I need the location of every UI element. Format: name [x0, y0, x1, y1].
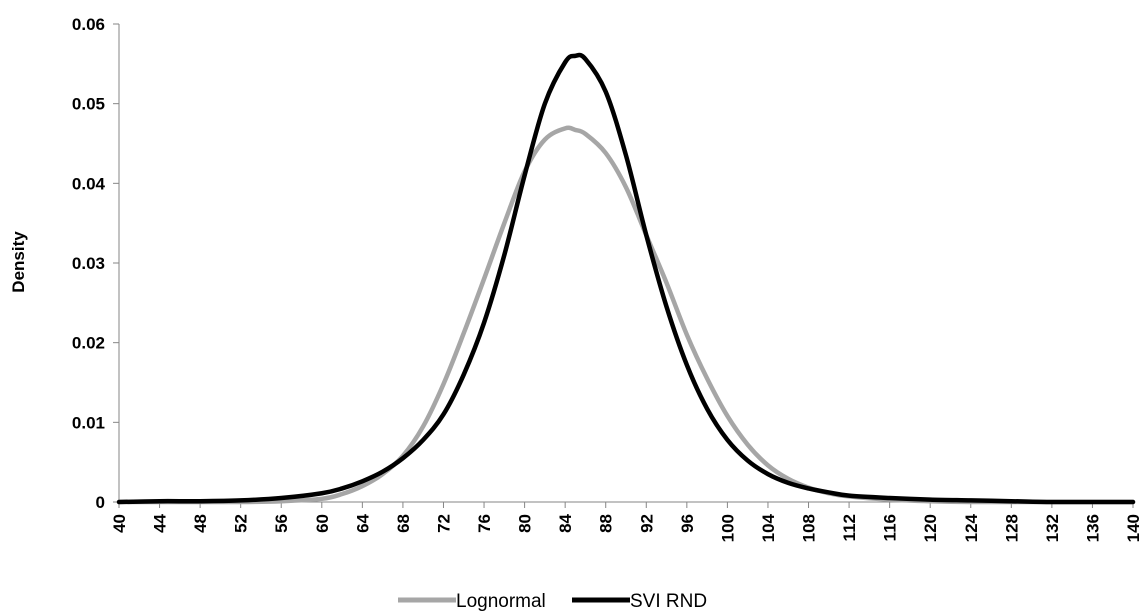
legend-label-svi-rnd: SVI RND [630, 591, 707, 612]
x-tick-label-group: 56 [272, 514, 291, 533]
x-tick-label-group: 40 [110, 514, 129, 533]
legend-label-lognormal: Lognormal [456, 591, 546, 612]
y-tick-label: 0.01 [72, 413, 105, 432]
legend: Lognormal SVI RND [398, 591, 707, 612]
x-tick-label-group: 96 [678, 514, 697, 533]
x-tick-label: 52 [232, 514, 251, 533]
x-tick-label: 116 [881, 514, 900, 541]
x-tick-label-group: 64 [353, 513, 372, 532]
x-tick-label: 100 [718, 514, 737, 542]
x-tick-label: 88 [597, 514, 616, 533]
axes [118, 24, 1133, 503]
x-tick-label: 72 [434, 514, 453, 533]
x-tick-label: 120 [921, 514, 940, 542]
x-tick-label-group: 108 [800, 514, 819, 542]
x-tick-labels: 40 44 48 52 56 60 64 68 72 76 80 84 88 92 96 100 104 108 1… [110, 502, 1143, 542]
x-tick-label-group: 76 [475, 514, 494, 533]
x-tick-label-group: 136 [1083, 514, 1102, 542]
x-tick-label: 84 [556, 513, 575, 532]
y-axis-title: Density [9, 231, 28, 293]
x-tick-label-group: 140 [1124, 514, 1143, 542]
x-tick-label: 140 [1124, 514, 1143, 542]
series-lines [116, 52, 1136, 505]
x-tick-label: 68 [394, 514, 413, 533]
series-line-svi-rnd [116, 52, 1136, 505]
y-tick-label: 0.06 [72, 15, 105, 34]
x-tick-label: 96 [678, 514, 697, 533]
x-tick-label-group: 84 [556, 513, 575, 532]
y-axis-title-group: Density [9, 231, 28, 293]
x-tick-label-group: 44 [151, 513, 170, 532]
x-tick-label: 132 [1043, 514, 1062, 542]
y-tick-label: 0.02 [72, 334, 105, 353]
x-tick-label-group: 100 [718, 514, 737, 542]
x-tick-label-group: 92 [637, 514, 656, 533]
y-tick-label: 0.05 [72, 95, 105, 114]
x-tick-label: 108 [800, 514, 819, 542]
x-tick-label-group: 48 [191, 514, 210, 533]
x-tick-label-group: 112 [840, 514, 859, 541]
x-tick-label-group: 60 [313, 514, 332, 533]
x-tick-label: 104 [759, 513, 778, 542]
x-tick-label: 76 [475, 514, 494, 533]
x-tick-label-group: 120 [921, 514, 940, 542]
x-tick-label: 40 [110, 514, 129, 533]
x-tick-label-group: 104 [759, 513, 778, 542]
y-tick-label: 0.03 [72, 254, 105, 273]
x-tick-label-group: 124 [962, 513, 981, 542]
x-tick-label-group: 128 [1002, 514, 1021, 542]
x-tick-label: 56 [272, 514, 291, 533]
x-tick-label: 124 [962, 513, 981, 542]
x-tick-label-group: 116 [881, 514, 900, 541]
y-tick-labels: 0 0.01 0.02 0.03 0.04 0.05 0.06 [72, 15, 119, 512]
x-tick-label: 80 [516, 514, 535, 533]
x-tick-label-group: 72 [434, 514, 453, 533]
x-tick-label-group: 132 [1043, 514, 1062, 542]
x-tick-label: 128 [1002, 514, 1021, 542]
x-tick-label-group: 68 [394, 514, 413, 533]
y-tick-label: 0 [96, 493, 105, 512]
x-tick-label: 136 [1083, 514, 1102, 542]
x-tick-label: 64 [353, 513, 372, 532]
x-tick-label: 44 [151, 513, 170, 532]
x-tick-label-group: 80 [516, 514, 535, 533]
x-tick-label: 92 [637, 514, 656, 533]
x-tick-label: 60 [313, 514, 332, 533]
x-tick-label: 48 [191, 514, 210, 533]
x-tick-label-group: 88 [597, 514, 616, 533]
x-tick-label: 112 [840, 514, 859, 541]
series-line-lognormal [116, 125, 1136, 505]
y-tick-label: 0.04 [72, 174, 106, 193]
x-tick-label-group: 52 [232, 514, 251, 533]
